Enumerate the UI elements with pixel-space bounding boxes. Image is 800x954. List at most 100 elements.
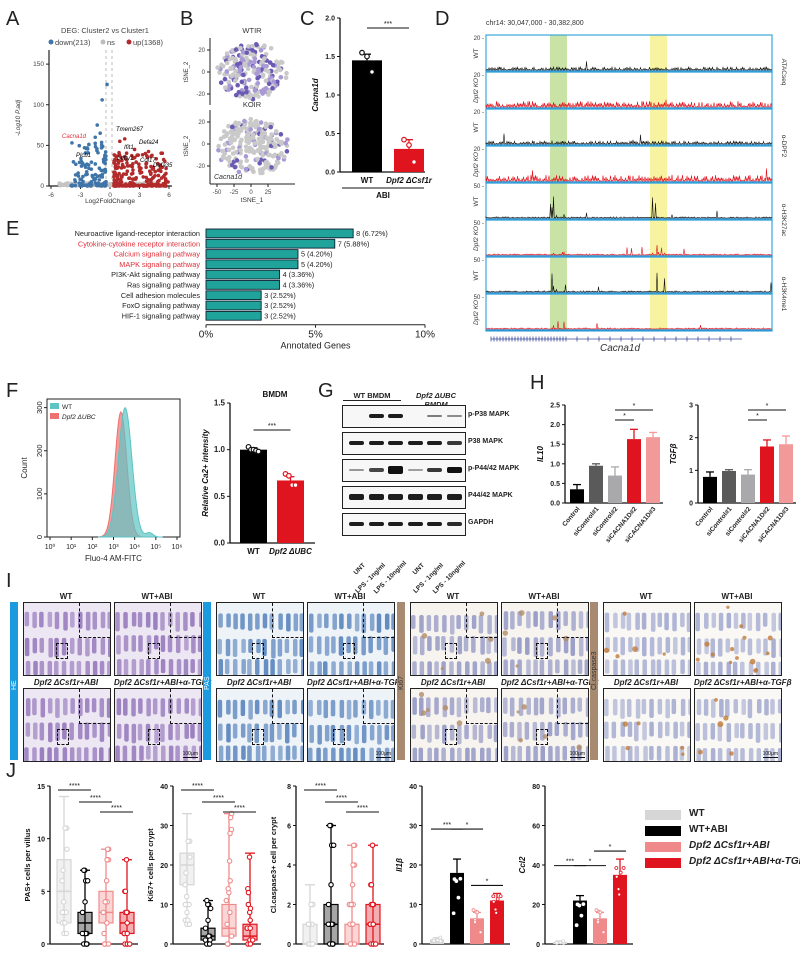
villus	[649, 637, 655, 657]
pathway-label: PI3K-Akt signaling pathway	[111, 270, 200, 279]
histology-image[interactable]	[23, 688, 111, 762]
villus	[167, 635, 173, 653]
villus	[40, 698, 46, 718]
villus	[233, 745, 238, 761]
pathway-label: Cell adhesion molecules	[121, 291, 200, 300]
villus	[525, 637, 530, 656]
x-tick-label: WT	[247, 547, 260, 556]
y-tick-label: 60	[532, 824, 540, 831]
villus	[517, 745, 522, 761]
tsne-cell	[241, 72, 246, 78]
villus	[247, 745, 252, 761]
protein-band	[388, 465, 403, 475]
villus	[160, 659, 166, 674]
scale-bar: 100μm	[182, 751, 198, 758]
zoom-region-box	[56, 643, 69, 659]
histology-image[interactable]	[216, 602, 304, 676]
histology-image[interactable]	[603, 688, 691, 762]
villus	[510, 611, 515, 630]
track-frame	[485, 108, 773, 147]
track-frame	[485, 71, 773, 110]
tsne-cell	[215, 65, 220, 70]
tsne-cell	[266, 81, 272, 87]
villus	[24, 611, 30, 627]
villus	[160, 698, 166, 717]
legend-swatch-dpf2-abi	[645, 842, 681, 852]
villus	[240, 723, 246, 738]
y-axis-label: Il1β	[395, 858, 404, 872]
histology-image[interactable]	[694, 602, 782, 676]
histology-image[interactable]	[216, 688, 304, 762]
ns-point	[60, 182, 64, 186]
track-frame	[485, 256, 773, 295]
up-point	[124, 151, 129, 155]
pathway-bar	[205, 269, 281, 280]
legend-label-wt: WT	[689, 808, 705, 819]
condition-title: Dpf2 ΔCsf1r+ABI	[613, 678, 679, 687]
stain-spot	[765, 651, 770, 656]
villus	[331, 747, 336, 761]
villus	[25, 660, 31, 675]
tsne-cell	[248, 127, 253, 132]
data-point	[614, 866, 619, 870]
y-tick-label: 30	[160, 824, 168, 831]
up-point	[122, 137, 127, 141]
up-point	[131, 156, 135, 161]
villus	[771, 612, 777, 632]
villus	[747, 612, 753, 631]
y-axis-label: Ccl2	[518, 856, 527, 873]
villus	[554, 721, 560, 737]
villus	[146, 698, 151, 717]
stain-spot	[714, 698, 718, 702]
down-point	[84, 146, 89, 151]
villus	[346, 699, 352, 720]
villus	[300, 745, 303, 761]
villus	[487, 614, 492, 635]
protein-band	[427, 467, 442, 473]
significance-label: ****	[336, 795, 347, 802]
histology-image[interactable]: 100μm	[114, 688, 202, 762]
x-tick-label: Dpf2 ΔUBC	[269, 547, 312, 556]
histology-image[interactable]	[307, 602, 395, 676]
villus	[184, 723, 189, 739]
bar	[593, 918, 607, 944]
villus	[197, 659, 201, 675]
band-label: p-P44/42 MAPK	[468, 465, 520, 472]
histology-image[interactable]	[23, 602, 111, 676]
villus	[449, 724, 455, 741]
down-point	[100, 175, 105, 179]
tsne-cell	[250, 149, 256, 155]
stain-spot	[739, 624, 744, 629]
villus	[480, 747, 485, 761]
data-point	[104, 920, 110, 926]
pathway-label: Calcium signaling pathway	[114, 250, 201, 259]
down-point	[93, 177, 97, 182]
histology-image[interactable]	[410, 602, 498, 676]
villus	[628, 659, 633, 675]
villus	[331, 661, 336, 675]
villus	[704, 612, 709, 629]
tsne-cell	[279, 139, 284, 145]
stain-spot	[426, 708, 430, 713]
histology-image[interactable]	[114, 602, 202, 676]
villus	[39, 637, 44, 653]
histology-image[interactable]	[410, 688, 498, 762]
histology-image[interactable]: 100μm	[307, 688, 395, 762]
histology-image[interactable]: 100μm	[694, 688, 782, 762]
villus	[634, 745, 640, 761]
stain-bar-he	[10, 602, 18, 760]
tsne-xtick-label: 0	[249, 190, 253, 196]
tsne-cell	[242, 118, 247, 124]
inset-box	[79, 603, 110, 638]
histology-image[interactable]	[501, 602, 589, 676]
y-axis-label: PAS+ cells per villus	[23, 828, 32, 901]
volcano-ytick-label: 50	[37, 142, 45, 149]
villus	[391, 613, 394, 630]
histology-image[interactable]	[603, 602, 691, 676]
villus	[146, 745, 151, 760]
data-point	[202, 925, 209, 931]
tsne-cell	[253, 119, 258, 124]
data-point	[104, 856, 110, 863]
histology-image[interactable]: 100μm	[501, 688, 589, 762]
